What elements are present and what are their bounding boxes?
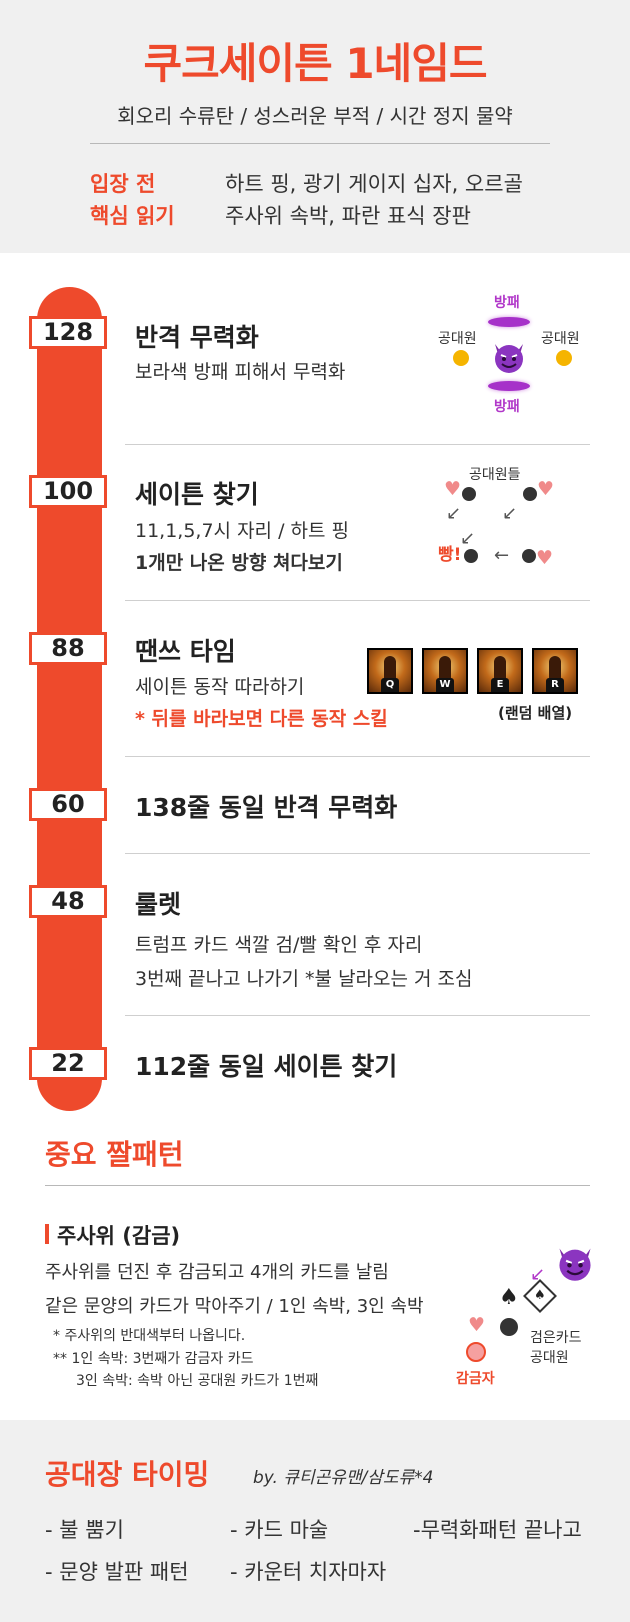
- skill-icon-e: E: [477, 648, 523, 694]
- player-coin-left: [453, 350, 469, 366]
- entry-label-key: 핵심 읽기: [90, 204, 175, 228]
- skill-icon-w: W: [422, 648, 468, 694]
- prisoner-label: 감금자: [456, 1371, 495, 1387]
- players-label: 공대원들: [469, 467, 521, 483]
- important-divider: [45, 1185, 590, 1186]
- phase-desc: 11,1,5,7시 자리 / 하트 핑: [135, 520, 350, 542]
- shield-label-top: 방패: [494, 295, 520, 311]
- divider: [125, 853, 590, 854]
- phase-title-counter: 반격 무력화: [135, 323, 259, 352]
- phase-desc: 보라색 방패 피해서 무력화: [135, 361, 346, 383]
- hp-marker-100: 100: [29, 475, 107, 508]
- hp-marker-60: 60: [29, 788, 107, 821]
- hp-marker-48: 48: [29, 885, 107, 918]
- divider: [125, 444, 590, 445]
- phase-desc-warning: * 뒤를 바라보면 다른 동작 스킬: [135, 708, 388, 730]
- section-marker: [45, 1224, 49, 1244]
- entry-text-1: 하트 핑, 광기 게이지 십자, 오르골: [225, 172, 523, 196]
- raid-leader-title: 공대장 타이밍: [45, 1458, 210, 1491]
- page-subtitle: 회오리 수류탄 / 성스러운 부적 / 시간 정지 물약: [117, 104, 513, 128]
- phase-desc: 세이튼 동작 따라하기: [135, 676, 305, 698]
- phase-title-find-repeat: 112줄 동일 세이튼 찾기: [135, 1052, 398, 1081]
- phase-title-roulette: 룰렛: [135, 890, 182, 919]
- player-dot: [462, 487, 476, 501]
- dice-note: ** 1인 속박: 3번째가 감금자 카드: [53, 1351, 254, 1367]
- phase-desc: 3번째 끝나고 나가기 *불 날라오는 거 조심: [135, 968, 473, 990]
- dice-note: 3인 속박: 속박 아닌 공대원 카드가 1번째: [76, 1373, 319, 1389]
- arrow-icon: ↙: [460, 528, 476, 549]
- spade-card-icon: ♠: [523, 1279, 557, 1313]
- prisoner-dot: [466, 1342, 486, 1362]
- player-coin-right: [556, 350, 572, 366]
- timing-item: - 불 뿜기: [45, 1518, 124, 1542]
- timeline-bar: [37, 287, 102, 1111]
- black-card-label: 검은카드: [530, 1330, 582, 1346]
- shield-ring-top: [488, 317, 530, 327]
- timing-item: - 카드 마술: [230, 1518, 329, 1542]
- timing-item: - 문양 발판 패턴: [45, 1560, 189, 1584]
- heart-icon: ♥: [536, 547, 554, 569]
- divider: [125, 756, 590, 757]
- player-dot: [522, 549, 536, 563]
- dice-desc: 주사위를 던진 후 감금되고 4개의 카드를 날림: [45, 1262, 389, 1283]
- timing-item: -무력화패턴 끝나고: [413, 1518, 582, 1542]
- author-credit: by. 큐티곤유맨/삼도류*4: [253, 1468, 434, 1488]
- phase-title-find: 세이튼 찾기: [135, 480, 259, 509]
- spade-icon: ♠: [499, 1285, 519, 1310]
- arrow-icon: ↙: [502, 503, 518, 524]
- player-dot: [523, 487, 537, 501]
- dice-note: * 주사위의 반대색부터 나옵니다.: [53, 1328, 246, 1344]
- heart-icon: ♥: [468, 1314, 486, 1336]
- entry-text-2: 주사위 속박, 파란 표식 장판: [225, 204, 471, 228]
- devil-icon: [495, 344, 523, 373]
- devil-icon: [559, 1248, 591, 1281]
- phase-desc: 트럼프 카드 색깔 검/빨 확인 후 자리: [135, 934, 423, 956]
- phase-title-dance: 땐쓰 타임: [135, 637, 236, 666]
- random-order-label: (랜덤 배열): [498, 704, 573, 722]
- arrow-icon: ←: [494, 545, 510, 566]
- arrow-icon: ↙: [446, 503, 462, 524]
- player-label-left: 공대원: [438, 331, 477, 347]
- raid-leader-panel: [0, 1420, 630, 1622]
- player-dot: [500, 1318, 518, 1336]
- skill-icon-q: Q: [367, 648, 413, 694]
- header-divider: [90, 143, 550, 144]
- dice-desc: 같은 문양의 카드가 막아주기 / 1인 속박, 3인 속박: [45, 1296, 424, 1317]
- hp-marker-88: 88: [29, 632, 107, 665]
- entry-label-before: 입장 전: [90, 172, 156, 196]
- hp-marker-22: 22: [29, 1047, 107, 1080]
- heart-icon: ♥: [444, 478, 462, 500]
- shield-label-bottom: 방패: [494, 399, 520, 415]
- divider: [125, 600, 590, 601]
- divider: [125, 1015, 590, 1016]
- player-label-right: 공대원: [541, 331, 580, 347]
- skill-icon-r: R: [532, 648, 578, 694]
- phase-desc-bold: 1개만 나온 방향 쳐다보기: [135, 552, 343, 574]
- timing-item: - 카운터 치자마자: [230, 1560, 387, 1584]
- shield-ring-bottom: [488, 381, 530, 391]
- black-card-player-label: 공대원: [530, 1350, 569, 1366]
- hp-marker-128: 128: [29, 316, 107, 349]
- heart-icon: ♥: [537, 478, 555, 500]
- page-title: 쿠크세이튼 1네임드: [143, 39, 488, 88]
- dice-pattern-title: 주사위 (감금): [57, 1224, 181, 1248]
- bang-label: 빵!: [438, 545, 462, 565]
- important-patterns-title: 중요 짤패턴: [45, 1138, 184, 1171]
- header-panel: [0, 0, 630, 253]
- player-dot: [464, 549, 478, 563]
- phase-title-counter-repeat: 138줄 동일 반격 무력화: [135, 793, 398, 822]
